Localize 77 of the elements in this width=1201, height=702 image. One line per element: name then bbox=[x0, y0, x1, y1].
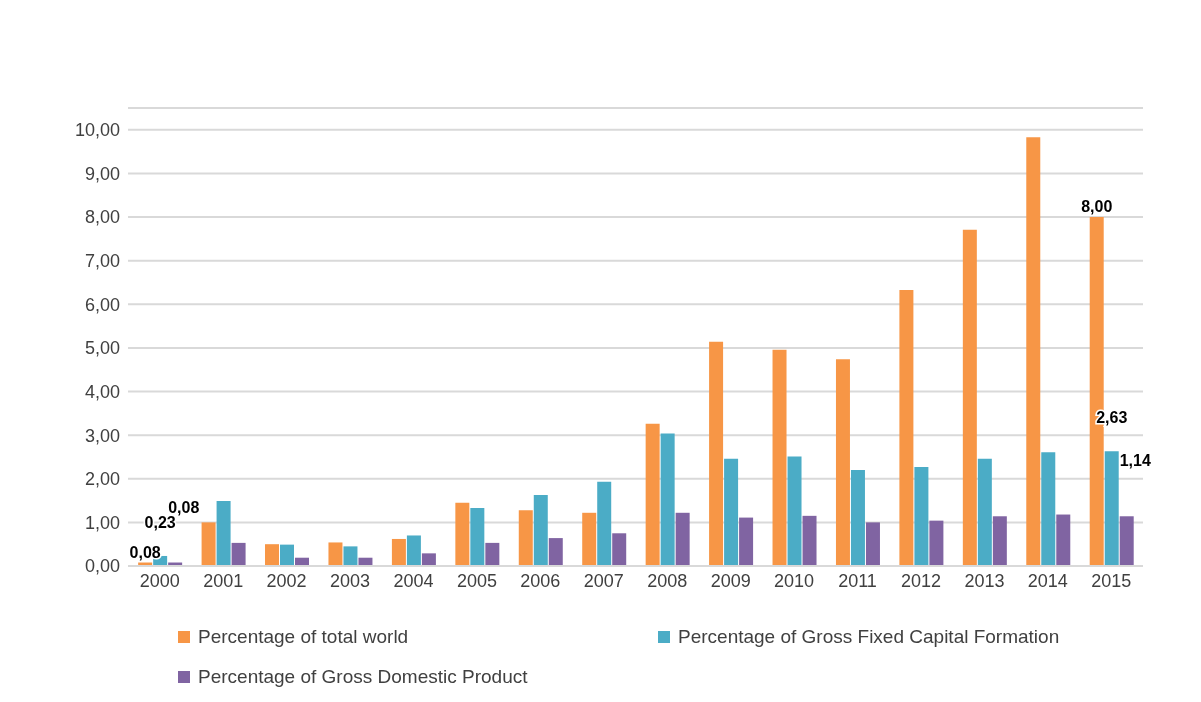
x-tick-label: 2009 bbox=[710, 570, 751, 591]
bar bbox=[406, 535, 421, 566]
bar bbox=[835, 359, 850, 566]
bar bbox=[865, 522, 880, 566]
bar bbox=[772, 349, 787, 566]
bar bbox=[533, 494, 548, 566]
bar bbox=[977, 458, 992, 566]
bar bbox=[724, 458, 739, 566]
x-tick-label: 2001 bbox=[203, 570, 244, 591]
y-tick-label: 2,00 bbox=[84, 469, 120, 490]
x-tick-label: 2005 bbox=[456, 570, 497, 591]
bar bbox=[1041, 452, 1056, 566]
legend-label: Percentage of Gross Fixed Capital Formation bbox=[678, 626, 1060, 648]
bar bbox=[709, 341, 724, 566]
y-tick-label: 5,00 bbox=[84, 338, 120, 359]
x-tick-label: 2013 bbox=[964, 570, 1005, 591]
legend-label: Percentage of Gross Domestic Product bbox=[198, 666, 528, 688]
bar bbox=[421, 553, 436, 566]
bar bbox=[1104, 451, 1119, 566]
y-tick-label: 3,00 bbox=[84, 425, 120, 446]
data-label: 0,08 bbox=[129, 543, 161, 561]
data-label: 8,00 bbox=[1081, 198, 1113, 216]
bar bbox=[328, 542, 343, 566]
bar bbox=[548, 538, 563, 566]
y-tick-label: 6,00 bbox=[84, 294, 120, 315]
x-tick-label: 2014 bbox=[1027, 570, 1068, 591]
x-tick-label: 2015 bbox=[1091, 570, 1132, 591]
x-tick-label: 2002 bbox=[266, 570, 307, 591]
bar bbox=[675, 512, 690, 566]
bar bbox=[660, 433, 675, 566]
bar bbox=[612, 533, 627, 566]
bar bbox=[1119, 516, 1134, 566]
bar bbox=[518, 510, 533, 566]
bar bbox=[391, 538, 406, 566]
bar bbox=[645, 423, 660, 566]
bar bbox=[231, 542, 246, 566]
bar bbox=[739, 517, 754, 566]
bar bbox=[914, 466, 929, 566]
y-tick-label: 8,00 bbox=[84, 207, 120, 228]
bar bbox=[343, 546, 358, 566]
x-tick-label: 2011 bbox=[838, 570, 877, 591]
x-tick-label: 2007 bbox=[583, 570, 624, 591]
bar bbox=[265, 544, 280, 566]
bar bbox=[992, 516, 1007, 566]
y-tick-label: 7,00 bbox=[84, 251, 120, 272]
legend-label: Percentage of total world bbox=[198, 626, 409, 648]
bar bbox=[597, 481, 612, 566]
x-tick-label: 2012 bbox=[900, 570, 941, 591]
x-tick-label: 2008 bbox=[647, 570, 688, 591]
bar bbox=[787, 456, 802, 566]
bar bbox=[582, 512, 597, 566]
x-tick-label: 2004 bbox=[393, 570, 434, 591]
bar bbox=[929, 520, 944, 566]
bar bbox=[899, 289, 914, 566]
bar bbox=[1026, 137, 1041, 566]
data-label: 0,23 bbox=[144, 513, 176, 531]
x-tick-label: 2010 bbox=[774, 570, 815, 591]
y-tick-label: 9,00 bbox=[84, 163, 120, 184]
x-tick-label: 2000 bbox=[139, 570, 180, 591]
y-tick-label: 1,00 bbox=[84, 512, 120, 533]
bar bbox=[280, 544, 295, 566]
bar bbox=[455, 502, 470, 566]
y-tick-label: 10,00 bbox=[74, 120, 120, 141]
data-label: 0,08 bbox=[168, 498, 200, 516]
bar bbox=[485, 542, 500, 566]
data-label: 1,14 bbox=[1119, 452, 1151, 470]
bar bbox=[1056, 514, 1071, 566]
x-tick-label: 2006 bbox=[520, 570, 561, 591]
bar bbox=[850, 470, 865, 566]
bar bbox=[802, 515, 817, 566]
y-tick-label: 0,00 bbox=[84, 556, 120, 577]
bar bbox=[201, 522, 216, 566]
bar bbox=[216, 501, 231, 566]
bar bbox=[962, 229, 977, 566]
bar bbox=[470, 507, 485, 566]
y-tick-label: 4,00 bbox=[84, 381, 120, 402]
x-tick-label: 2003 bbox=[330, 570, 371, 591]
